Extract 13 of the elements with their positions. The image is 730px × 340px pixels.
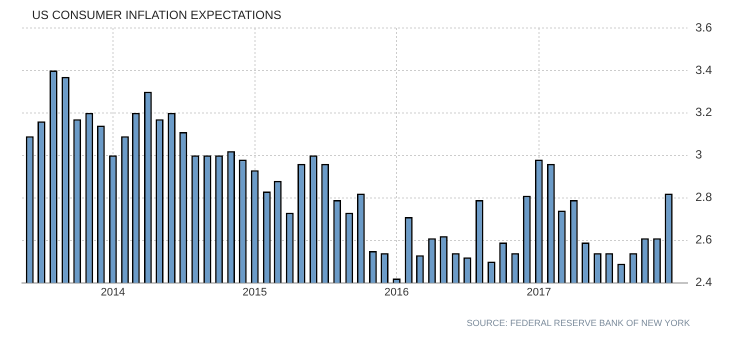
y-tick-label: 3.6 xyxy=(695,20,712,34)
y-tick-label: 2.6 xyxy=(695,232,712,247)
source-note: SOURCE: FEDERAL RESERVE BANK OF NEW YORK xyxy=(466,318,690,328)
y-tick-label: 3 xyxy=(695,148,702,162)
x-tick-label: 2016 xyxy=(384,286,409,298)
y-tick-label: 2.4 xyxy=(695,275,712,290)
y-tick-label: 3.2 xyxy=(695,105,712,120)
chart-title: US CONSUMER INFLATION EXPECTATIONS xyxy=(32,8,282,22)
y-tick-label: 3.4 xyxy=(695,62,712,77)
x-tick-label: 2014 xyxy=(100,286,126,298)
x-tick-label: 2015 xyxy=(242,286,268,298)
y-tick-label: 2.8 xyxy=(695,190,712,204)
x-tick-label: 2017 xyxy=(526,286,552,298)
